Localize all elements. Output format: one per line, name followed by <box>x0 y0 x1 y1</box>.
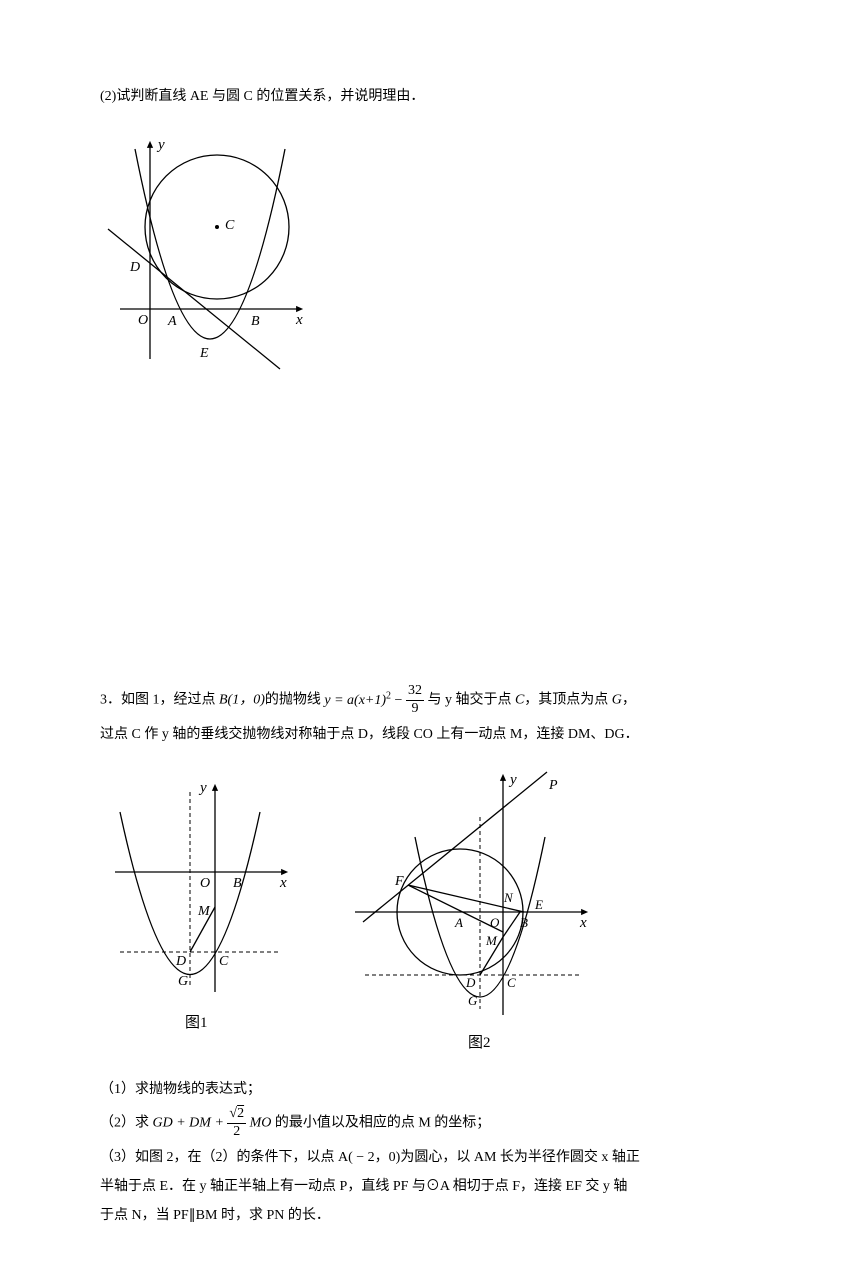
svg-text:A: A <box>167 314 177 329</box>
q3-intro-line2: 过点 C 作 y 轴的垂线交抛物线对称轴于点 D，线段 CO 上有一动点 M，连… <box>100 722 760 747</box>
svg-text:M: M <box>197 904 211 919</box>
svg-text:D: D <box>129 260 140 275</box>
svg-text:O: O <box>138 313 148 328</box>
svg-text:B: B <box>251 314 260 329</box>
svg-text:N: N <box>503 890 514 905</box>
q3-part3-line1: （3）如图 2，在（2）的条件下，以点 A( − 2，0)为圆心，以 AM 长为… <box>100 1145 760 1170</box>
svg-text:E: E <box>199 346 209 361</box>
svg-text:O: O <box>490 915 500 930</box>
q3-part1: （1）求抛物线的表达式； <box>100 1077 760 1102</box>
svg-text:图1: 图1 <box>185 1014 208 1031</box>
q3-intro-line1: 3．如图 1，经过点 B(1，0)的抛物线 y = a(x+1)2 − 329 … <box>100 683 760 718</box>
svg-text:C: C <box>219 954 229 969</box>
q3-part3-line2: 半轴于点 E．在 y 轴正半轴上有一动点 P，直线 PF 与⊙A 相切于点 F，… <box>100 1174 760 1199</box>
svg-text:x: x <box>579 915 587 931</box>
svg-text:B: B <box>520 915 528 930</box>
svg-text:P: P <box>548 778 558 793</box>
svg-text:G: G <box>178 974 188 989</box>
svg-text:y: y <box>508 772 517 788</box>
q3-fig2: y x O A B E F N P M D C G 图2 <box>340 757 600 1057</box>
svg-text:C: C <box>225 218 235 233</box>
q2-figure: y x O A B C D E <box>100 119 760 379</box>
q3-fig1: y x O B M D C G 图1 <box>100 757 300 1037</box>
svg-text:x: x <box>279 875 287 891</box>
svg-text:y: y <box>156 137 165 153</box>
svg-text:O: O <box>200 876 210 891</box>
svg-text:图2: 图2 <box>468 1034 491 1051</box>
svg-text:D: D <box>465 975 476 990</box>
svg-text:D: D <box>175 954 186 969</box>
q3-part2: （2）求 GD + DM + √22 MO 的最小值以及相应的点 M 的坐标； <box>100 1106 760 1141</box>
svg-text:E: E <box>534 897 543 912</box>
svg-text:G: G <box>468 993 478 1008</box>
svg-text:C: C <box>507 975 516 990</box>
svg-text:A: A <box>454 915 463 930</box>
svg-text:y: y <box>198 780 207 796</box>
svg-text:B: B <box>233 876 242 891</box>
svg-text:M: M <box>485 933 498 948</box>
q2-part2-text: (2)试判断直线 AE 与圆 C 的位置关系，并说明理由． <box>100 84 760 109</box>
svg-text:x: x <box>295 312 303 328</box>
q3-figures: y x O B M D C G 图1 <box>100 757 760 1057</box>
svg-text:F: F <box>394 874 404 889</box>
